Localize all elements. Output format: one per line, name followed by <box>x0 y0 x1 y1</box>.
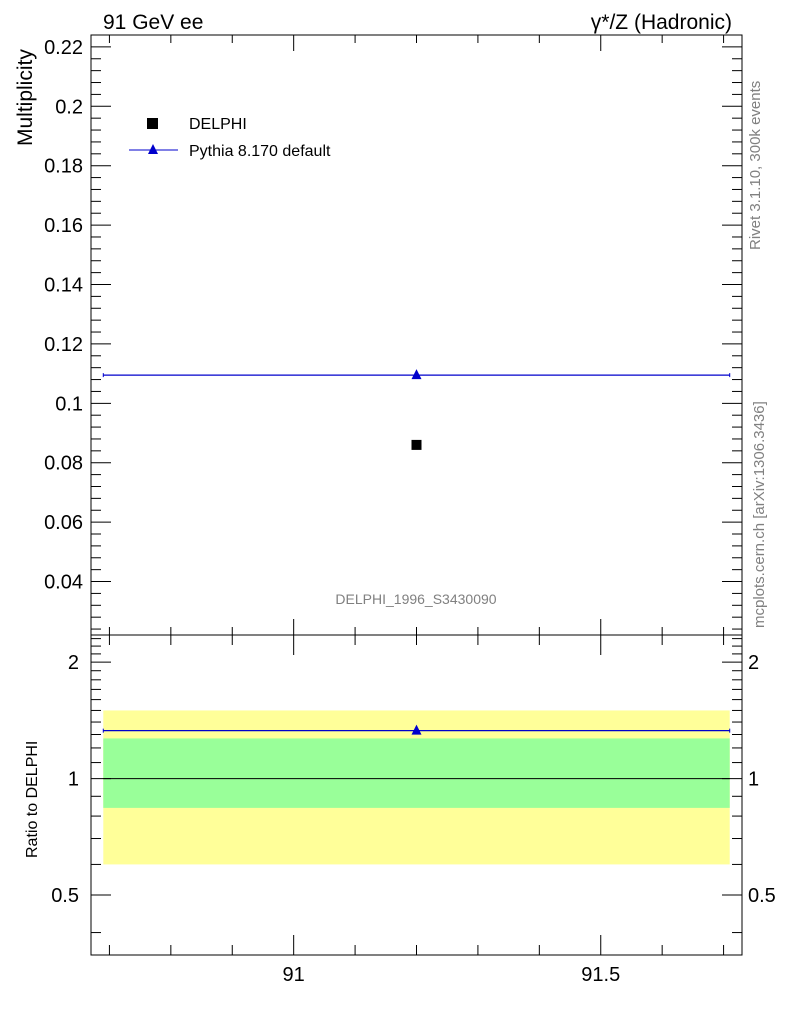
mcplots-label: mcplots.cern.ch [arXiv:1306.3436] <box>751 401 768 628</box>
ratio-ytick-label: 2 <box>68 652 79 674</box>
ratio-plot-axis-ticks: 0.5 0.5 1 1 2 2 91 91.5 <box>51 635 776 986</box>
ratio-plot-frame <box>90 634 743 956</box>
main-ytick-label: 0.14 <box>44 275 83 297</box>
ratio-xtick-label: 91.5 <box>581 964 620 986</box>
ratio-ytick-label-right: 0.5 <box>748 885 776 907</box>
main-ytick-label: 0.1 <box>55 393 83 415</box>
analysis-tag: DELPHI_1996_S3430090 <box>335 591 496 607</box>
ratio-pythia-point <box>411 724 422 735</box>
legend-label-delphi: DELPHI <box>189 116 247 133</box>
legend-marker-pythia <box>148 144 158 154</box>
data-uncertainty-band-inner <box>103 738 730 808</box>
legend: DELPHI Pythia 8.170 default <box>129 116 331 160</box>
header-right: γ*/Z (Hadronic) <box>591 11 732 34</box>
header-left: 91 GeV ee <box>103 11 203 34</box>
ratio-plot-ylabel: Ratio to DELPHI <box>24 741 41 858</box>
main-ytick-label: 0.22 <box>44 37 83 59</box>
ratio-plot-panel: 0.5 0.5 1 1 2 2 91 91.5 Ratio to DELPHI <box>24 634 776 986</box>
main-ytick-label: 0.16 <box>44 215 83 237</box>
ratio-ytick-label-right: 1 <box>748 769 759 791</box>
ratio-ytick-label: 0.5 <box>51 885 79 907</box>
main-ytick-label: 0.12 <box>44 334 83 356</box>
pythia-point <box>411 369 422 380</box>
ratio-plot-marks <box>102 710 731 865</box>
rivet-version-label: Rivet 3.1.10, 300k events <box>747 81 764 250</box>
main-plot-panel: 0.04 0.06 0.08 0.1 0.12 0.14 0.16 0.18 0.2 0.22 M… <box>14 34 743 636</box>
ratio-xtick-label: 91 <box>283 964 305 986</box>
legend-label-pythia: Pythia 8.170 default <box>189 143 331 160</box>
main-ytick-label: 0.06 <box>44 512 83 534</box>
delphi-point <box>411 439 422 450</box>
main-ytick-label: 0.2 <box>55 96 83 118</box>
main-plot-marks <box>102 369 731 450</box>
ratio-ytick-label-right: 2 <box>748 652 759 674</box>
main-ytick-label: 0.04 <box>44 572 83 594</box>
main-plot-axis-ticks: 0.04 0.06 0.08 0.1 0.12 0.14 0.16 0.18 0.2 0.22 <box>44 35 742 635</box>
main-ytick-label: 0.18 <box>44 156 83 178</box>
main-plot-ylabel: Multiplicity <box>14 49 37 146</box>
ratio-ytick-label: 1 <box>68 769 79 791</box>
main-ytick-label: 0.08 <box>44 453 83 475</box>
legend-marker-delphi <box>147 118 158 129</box>
